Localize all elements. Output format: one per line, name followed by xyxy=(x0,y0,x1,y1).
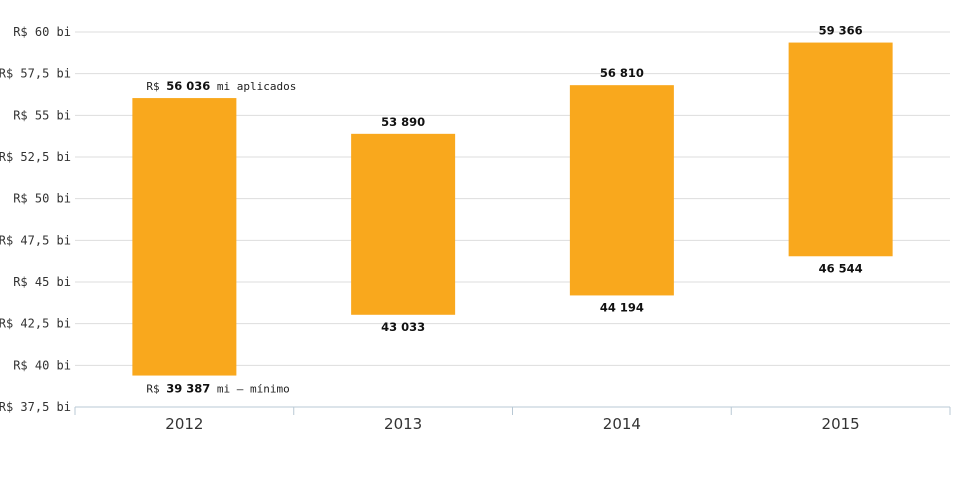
annotation-prefix: R$ xyxy=(146,383,166,396)
max-value-label: 53 890 xyxy=(381,115,425,129)
x-axis: 2012 2013 2014 2015 xyxy=(74,406,951,433)
bar-2013 xyxy=(351,133,456,315)
x-tick-label: 2015 xyxy=(822,415,860,433)
annotation-prefix: R$ xyxy=(146,80,166,93)
bars xyxy=(132,42,893,376)
y-tick-label: R$ 37,5 bi xyxy=(0,400,71,414)
y-tick-label: R$ 57,5 bi xyxy=(0,67,71,81)
y-tick-label: R$ 60 bi xyxy=(13,25,71,39)
annotation-suffix: mi – mínimo xyxy=(210,383,289,396)
min-value-label: 39 387 xyxy=(166,382,210,396)
x-tick-label: 2014 xyxy=(603,415,641,433)
max-value-label: 56 810 xyxy=(600,66,644,80)
y-tick-label: R$ 47,5 bi xyxy=(0,233,71,247)
max-value-label: 59 366 xyxy=(819,24,863,38)
min-value-label: 46 544 xyxy=(819,261,863,275)
max-annotation: R$ 56 036 mi aplicados xyxy=(146,79,296,93)
min-annotation: R$ 39 387 mi – mínimo xyxy=(146,382,289,396)
min-value-label: 44 194 xyxy=(600,300,644,314)
max-value-label: 56 036 xyxy=(166,79,210,93)
y-tick-label: R$ 50 bi xyxy=(13,192,71,206)
y-tick-label: R$ 42,5 bi xyxy=(0,317,71,331)
min-value-label: 43 033 xyxy=(381,320,425,334)
bar-2015 xyxy=(788,42,893,257)
x-tick-label: 2013 xyxy=(384,415,422,433)
y-axis: R$ 37,5 bi R$ 40 bi R$ 42,5 bi R$ 45 bi R$ 4… xyxy=(0,25,71,414)
y-tick-label: R$ 52,5 bi xyxy=(0,150,71,164)
y-tick-label: R$ 45 bi xyxy=(13,275,71,289)
bar-2012 xyxy=(132,98,237,376)
x-tick-label: 2012 xyxy=(165,415,203,433)
y-tick-label: R$ 40 bi xyxy=(13,358,71,372)
annotation-suffix: mi aplicados xyxy=(210,80,296,93)
bar-2014 xyxy=(569,85,674,296)
y-tick-label: R$ 55 bi xyxy=(13,108,71,122)
